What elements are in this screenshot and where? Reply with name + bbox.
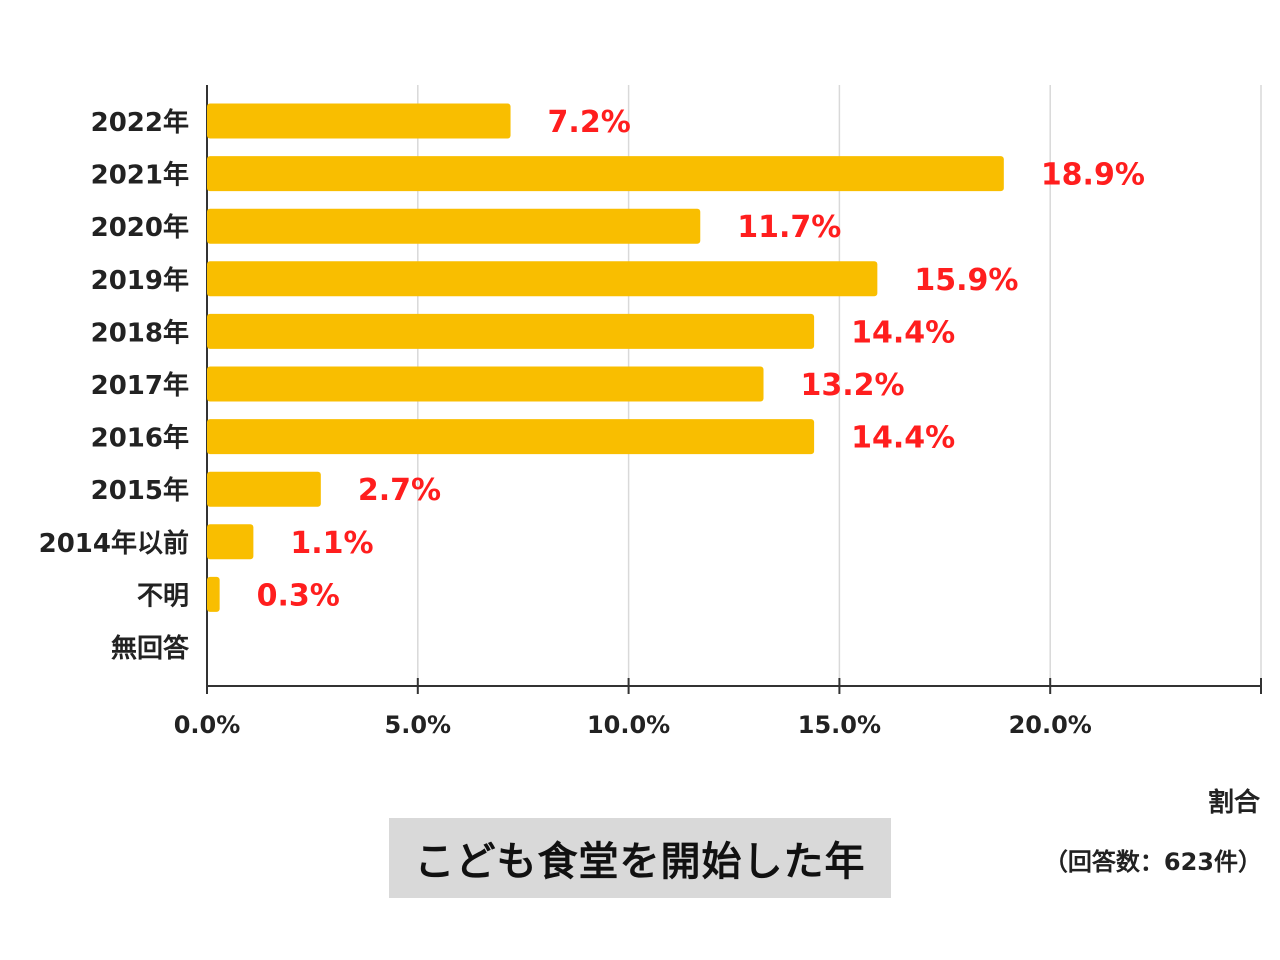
bar <box>207 524 254 560</box>
bar <box>207 471 321 507</box>
bar-value-label: 14.4% <box>851 421 955 456</box>
bar-value-label: 13.2% <box>801 368 905 403</box>
y-category-label: 2021年 <box>91 160 189 191</box>
bar-value-label: 11.7% <box>737 210 841 245</box>
bar-value-label: 18.9% <box>1041 158 1145 193</box>
y-category-label: 2016年 <box>91 423 189 454</box>
y-category-label: 2020年 <box>91 212 189 243</box>
bar <box>207 156 1004 192</box>
bar-value-label: 1.1% <box>290 526 373 561</box>
y-category-label: 2018年 <box>91 317 189 348</box>
x-axis-label: 割合 <box>1207 788 1260 818</box>
bar <box>207 576 220 612</box>
y-category-label: 2014年以前 <box>39 528 189 559</box>
bar-value-label: 15.9% <box>914 263 1018 298</box>
y-category-label: 2019年 <box>91 265 189 296</box>
bar-value-label: 14.4% <box>851 315 955 350</box>
y-category-label: 2017年 <box>91 370 189 401</box>
x-tick-label: 5.0% <box>385 711 452 739</box>
y-category-label: 無回答 <box>111 633 190 664</box>
y-category-label: 2015年 <box>91 475 189 506</box>
chart-title: こども食堂を開始した年 <box>414 839 866 885</box>
bar-value-label: 7.2% <box>548 105 631 140</box>
bar <box>207 366 764 402</box>
y-category-label: 2022年 <box>91 107 189 138</box>
y-category-label: 不明 <box>137 581 189 611</box>
x-tick-label: 10.0% <box>587 711 670 739</box>
bar <box>207 103 511 139</box>
bar-value-label: 2.7% <box>358 473 441 508</box>
bar <box>207 419 815 455</box>
bar <box>207 313 815 349</box>
bar-value-label: 0.3% <box>257 578 340 613</box>
bar <box>207 208 701 244</box>
x-tick-label: 15.0% <box>798 711 881 739</box>
x-tick-label: 20.0% <box>1009 711 1092 739</box>
x-tick-label: 0.0% <box>174 711 241 739</box>
bar <box>207 261 878 297</box>
response-count-note: （回答数：623件） <box>1043 848 1262 876</box>
chart-title-box: こども食堂を開始した年 <box>389 818 891 898</box>
